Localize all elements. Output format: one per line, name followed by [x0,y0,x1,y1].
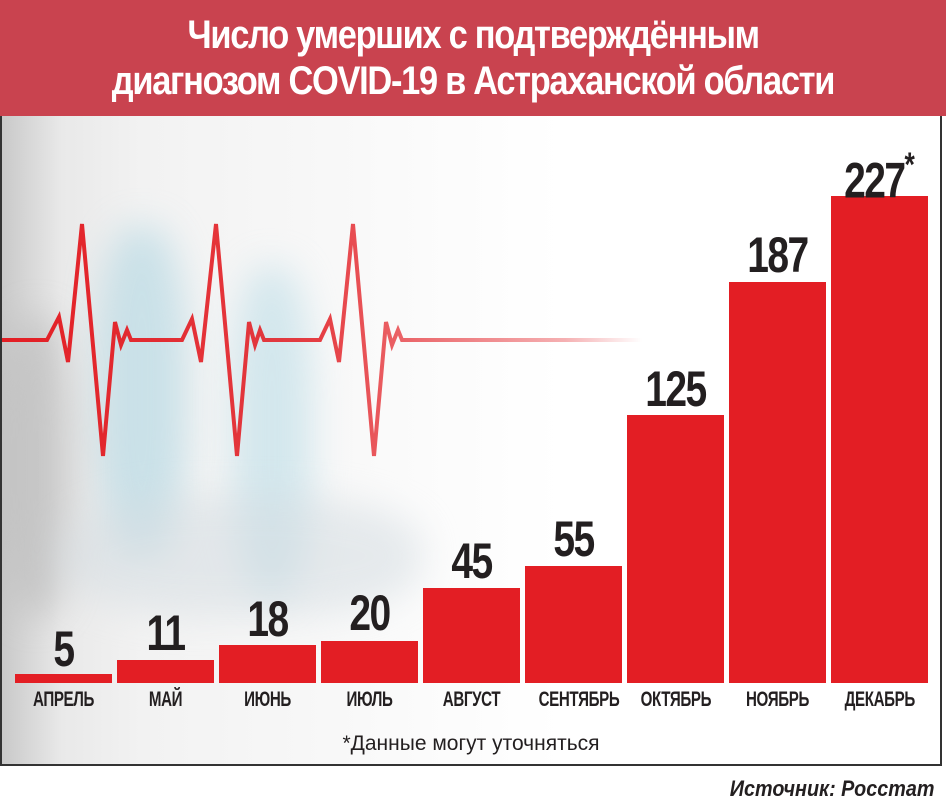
chart-title-line-2: диагнозом COVID-19 в Астраханской област… [111,59,836,103]
value-label-september: 55 [553,511,595,567]
bar-november [729,282,826,683]
heartbeat-ecg-icon [2,223,642,457]
value-label-august: 45 [451,533,493,589]
x-label-august: АВГУСТ [442,688,501,711]
bar-october [627,415,724,683]
x-label-april: АПРЕЛЬ [32,688,95,711]
x-label-november: НОЯБРЬ [745,688,809,711]
chart-title-line-1: Число умерших с подтверждённым [187,13,760,57]
bar-september [525,566,622,683]
x-label-june: ИЮНЬ [244,688,291,711]
source-credit: Источник: Росстат [729,776,934,801]
value-label-june: 18 [247,591,289,647]
value-label-october: 125 [645,361,707,417]
bar-august [423,588,520,683]
value-label-may: 11 [146,605,186,661]
background-photo-shadow [2,316,72,616]
value-label-july: 20 [349,585,391,641]
footnote: *Данные могут уточняться [342,732,600,755]
value-label-april: 5 [53,621,75,677]
x-label-may: МАЙ [148,688,183,711]
value-label-december: 227* [842,144,918,206]
bar-december [831,196,928,683]
chart-title-banner: Число умерших с подтверждённым диагнозом… [0,0,946,116]
x-label-september: СЕНТЯБРЬ [538,688,620,711]
asterisk-annotation: * [904,146,915,184]
x-label-july: ИЮЛЬ [346,688,393,711]
x-label-october: ОКТЯБРЬ [640,688,712,711]
x-label-december: ДЕКАБРЬ [844,688,916,711]
value-label-december-number: 227 [844,152,906,209]
background-photo-floor [62,496,422,616]
bar-may [117,660,214,683]
bar-june [219,645,316,683]
bar-april [15,674,112,683]
value-label-november: 187 [747,227,809,283]
chart-frame: 5 11 18 20 45 55 125 187 227* АПРЕЛЬ МАЙ… [0,116,942,766]
bar-july [321,641,418,683]
